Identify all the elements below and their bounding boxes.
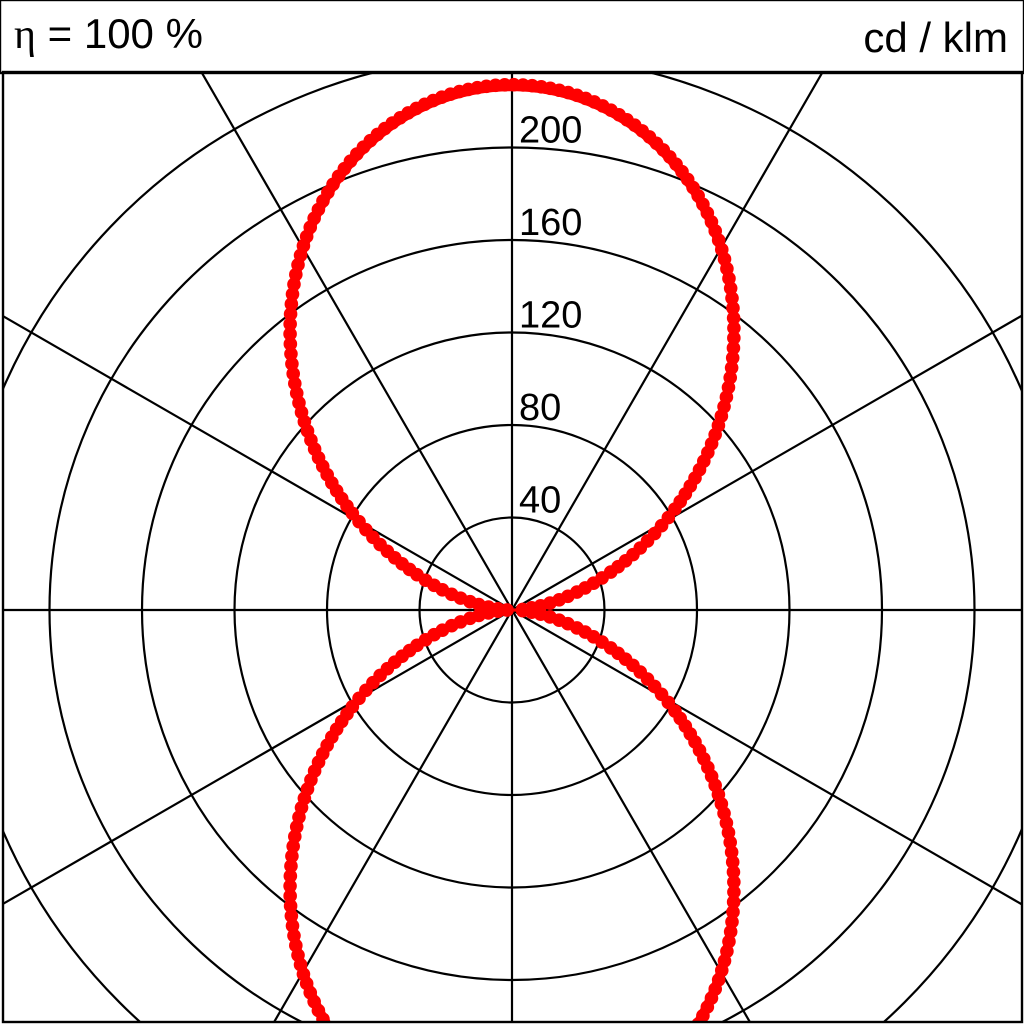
- svg-text:200: 200: [519, 110, 582, 152]
- svg-text:120: 120: [519, 295, 582, 337]
- svg-text:160: 160: [519, 202, 582, 244]
- svg-text:80: 80: [519, 387, 561, 429]
- svg-text:40: 40: [519, 480, 561, 522]
